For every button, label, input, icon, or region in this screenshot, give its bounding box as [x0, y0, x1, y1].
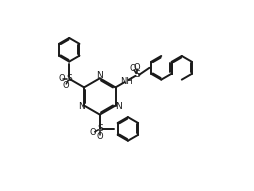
Text: O: O [133, 63, 140, 72]
Text: O: O [62, 81, 68, 90]
Text: O: O [89, 128, 96, 137]
Text: NH: NH [119, 77, 132, 86]
Text: N: N [77, 102, 84, 111]
Text: O: O [96, 132, 103, 141]
Text: S: S [134, 70, 139, 79]
Text: N: N [115, 102, 121, 111]
Text: S: S [97, 124, 102, 134]
Text: O: O [129, 64, 136, 73]
Text: O: O [58, 74, 65, 83]
Text: N: N [96, 71, 103, 80]
Text: S: S [66, 74, 72, 83]
